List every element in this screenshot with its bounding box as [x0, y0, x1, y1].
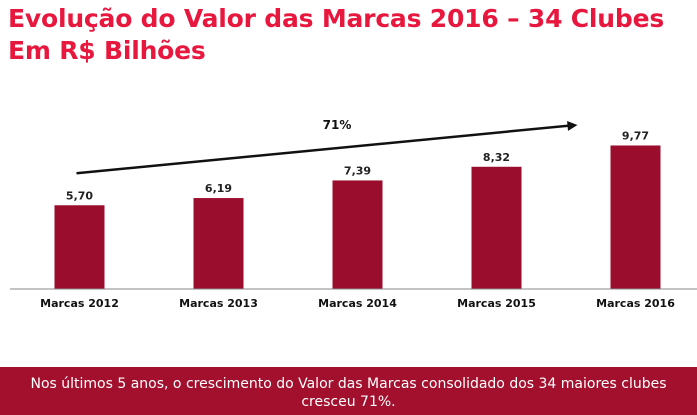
value-label-1: 5,70 [66, 189, 93, 202]
trend-arrow-head [567, 120, 578, 131]
value-label-2: 6,19 [205, 182, 232, 195]
chart-title-line1: Evolução do Valor das Marcas 2016 – 34 C… [8, 4, 665, 33]
category-label-3: Marcas 2014 [318, 297, 397, 310]
bar-1 [54, 205, 105, 289]
trend-annotation: 71% [323, 118, 352, 132]
bar-2 [193, 198, 244, 289]
trend-arrow-line [76, 124, 570, 175]
bar-4 [471, 166, 522, 289]
bar-chart: 5,70 Marcas 2012 6,19 Marcas 2013 7,39 Marcas… [10, 118, 697, 310]
category-label-1: Marcas 2012 [40, 297, 119, 310]
category-label-2: Marcas 2013 [179, 297, 258, 310]
category-label-5: Marcas 2016 [596, 297, 675, 310]
chart-title-line2: Em R$ Bilhões [8, 36, 206, 65]
bar-3 [332, 180, 383, 289]
category-label-4: Marcas 2015 [457, 297, 536, 310]
footer-text: Nos últimos 5 anos, o crescimento do Val… [30, 375, 667, 410]
bar-5 [610, 145, 661, 289]
footer-banner: Nos últimos 5 anos, o crescimento do Val… [0, 367, 697, 415]
value-label-5: 9,77 [622, 129, 649, 142]
value-label-4: 8,32 [483, 151, 510, 164]
value-label-3: 7,39 [344, 164, 371, 177]
